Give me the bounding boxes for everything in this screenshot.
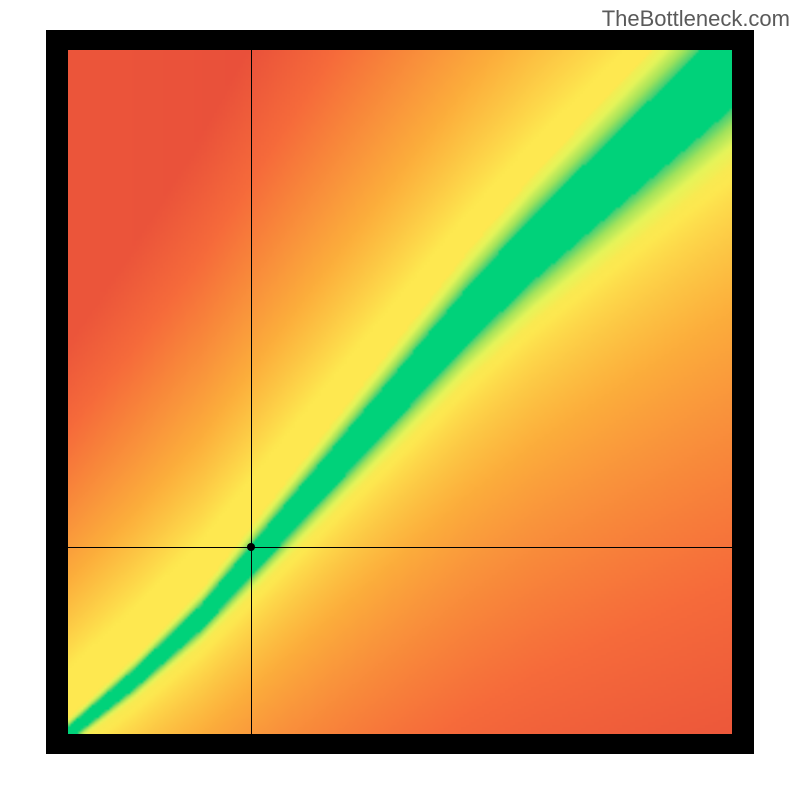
crosshair-horizontal: [68, 547, 732, 548]
bottleneck-marker-dot: [247, 543, 255, 551]
heatmap-canvas: [68, 50, 732, 734]
crosshair-vertical: [251, 50, 252, 734]
chart-border: [46, 30, 754, 754]
bottleneck-heatmap-chart: [0, 30, 800, 800]
watermark-text: TheBottleneck.com: [602, 6, 790, 32]
